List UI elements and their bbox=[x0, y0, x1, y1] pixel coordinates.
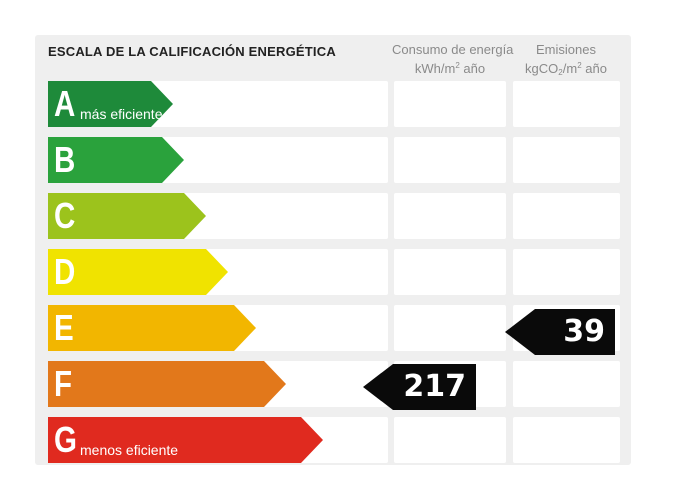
consumo-cell bbox=[394, 193, 506, 239]
consumo-cell bbox=[394, 305, 506, 351]
rating-letter: D bbox=[54, 251, 76, 292]
rating-letter: G bbox=[54, 419, 77, 460]
consumo-header-line2: kWh/m2 año bbox=[414, 61, 486, 76]
consumo-value: 217 bbox=[403, 369, 466, 404]
rating-arrow-f: F bbox=[48, 361, 286, 407]
rating-arrow-c: C bbox=[48, 193, 206, 239]
emisiones-value: 39 bbox=[563, 314, 605, 349]
emisiones-header-line2: kgCO2/m2 año bbox=[525, 61, 607, 77]
rating-description: menos eficiente bbox=[80, 442, 179, 458]
emisiones-header-line1: Emisiones bbox=[536, 42, 596, 57]
rating-letter: B bbox=[54, 139, 76, 180]
rating-letter: F bbox=[54, 363, 73, 404]
consumo-column-header: Consumo de energía kWh/m2 año bbox=[392, 42, 514, 77]
consumo-cell bbox=[394, 249, 506, 295]
emisiones-cell bbox=[513, 193, 620, 239]
emisiones-cell bbox=[513, 81, 620, 127]
emisiones-cell bbox=[513, 417, 620, 463]
emisiones-cell bbox=[513, 137, 620, 183]
consumo-header-line1: Consumo de energía bbox=[392, 42, 514, 57]
rating-letter: C bbox=[54, 195, 76, 236]
emisiones-cell bbox=[513, 361, 620, 407]
scale-title: ESCALA DE LA CALIFICACIÓN ENERGÉTICA bbox=[48, 44, 336, 59]
consumo-cell bbox=[394, 81, 506, 127]
rating-arrow-b: B bbox=[48, 137, 184, 183]
rating-arrow-d: D bbox=[48, 249, 228, 295]
consumo-cell bbox=[394, 137, 506, 183]
emisiones-cell bbox=[513, 249, 620, 295]
rating-letter: E bbox=[54, 307, 74, 348]
consumo-cell bbox=[394, 417, 506, 463]
rating-letter: A bbox=[54, 83, 76, 124]
emisiones-column-header: Emisiones kgCO2/m2 año bbox=[512, 42, 620, 81]
rating-arrow-e: E bbox=[48, 305, 256, 351]
rating-description: más eficiente bbox=[80, 106, 163, 122]
